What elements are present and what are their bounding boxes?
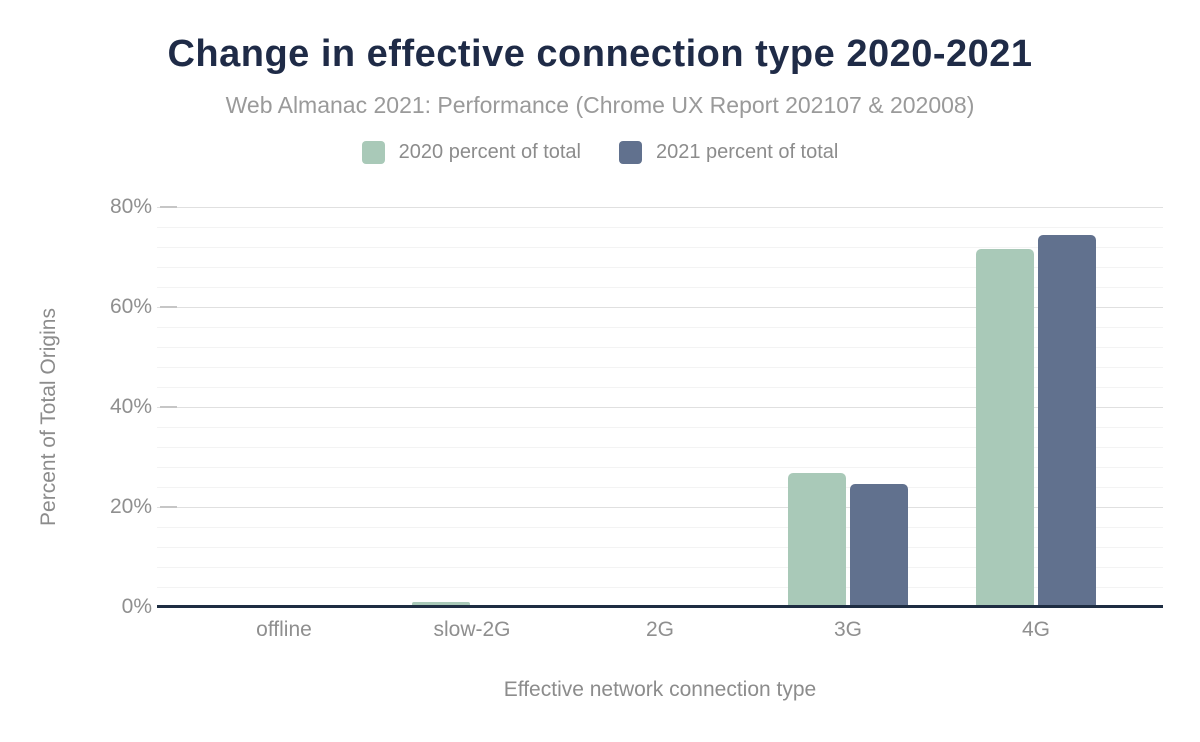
- y-tick-label: 60%: [109, 295, 152, 318]
- bar-group-offline: [190, 207, 378, 607]
- x-tick-label-offline: offline: [256, 618, 312, 641]
- x-tick-label-slow-2G: slow-2G: [433, 618, 511, 641]
- bar-2021-3G[interactable]: [850, 484, 908, 607]
- bar-group-3G: [754, 207, 942, 607]
- legend-label: 2021 percent of total: [656, 141, 839, 163]
- y-axis-title: Percent of Total Origins: [37, 308, 60, 526]
- y-tick-label: 20%: [109, 495, 152, 518]
- x-axis-title: Effective network connection type: [503, 678, 817, 701]
- x-tick-label-4G: 4G: [1021, 618, 1050, 641]
- bar-group-2G: [566, 207, 754, 607]
- gridline-minor: [157, 426, 1163, 428]
- gridline-minor: [157, 526, 1163, 528]
- chart-title: Change in effective connection type 2020…: [167, 33, 1033, 75]
- y-tick-label: 40%: [109, 395, 152, 418]
- gridline-minor: [157, 586, 1163, 588]
- legend-swatch-icon: [619, 141, 642, 164]
- gridline-minor: [157, 366, 1163, 368]
- legend: 2020 percent of total 2021 percent of tot…: [0, 141, 1200, 164]
- gridline-minor: [157, 546, 1163, 548]
- gridline-major: [157, 306, 1163, 308]
- x-tick-label-2G: 2G: [645, 618, 674, 641]
- gridline-minor: [157, 346, 1163, 348]
- x-tick-label-3G: 3G: [833, 618, 862, 641]
- bar-2020-3G[interactable]: [788, 473, 846, 607]
- bar-group-slow-2G: [378, 207, 566, 607]
- bar-2021-4G[interactable]: [1038, 234, 1096, 607]
- bar-2020-slow-2G[interactable]: [412, 602, 470, 607]
- legend-swatch-icon: [361, 141, 385, 164]
- y-tick-label: 80%: [109, 195, 152, 218]
- gridline-minor: [157, 466, 1163, 468]
- bar-groups: [190, 207, 1130, 607]
- gridline-minor: [157, 486, 1163, 488]
- y-tick-mark: [160, 206, 177, 208]
- legend-item-2020: 2020 percent of total: [361, 141, 581, 164]
- gridline-major: [157, 206, 1163, 208]
- gridline-minor: [157, 286, 1163, 288]
- y-tick-mark: [160, 406, 177, 408]
- legend-label: 2020 percent of total: [398, 141, 581, 163]
- gridline-major: [157, 406, 1163, 408]
- chart-subtitle: Web Almanac 2021: Performance (Chrome UX…: [225, 92, 975, 118]
- gridline-minor: [157, 246, 1163, 248]
- bar-group-4G: [942, 207, 1130, 607]
- plot-area: [157, 206, 1163, 608]
- gridline-major: [157, 506, 1163, 508]
- bar-2020-4G[interactable]: [976, 249, 1034, 607]
- gridline-minor: [157, 566, 1163, 568]
- y-tick-mark: [160, 506, 177, 508]
- gridline-minor: [157, 266, 1163, 268]
- y-tick-mark: [160, 306, 177, 308]
- x-axis-line: [157, 605, 1163, 608]
- gridline-minor: [157, 226, 1163, 228]
- gridline-minor: [157, 446, 1163, 448]
- gridline-minor: [157, 326, 1163, 328]
- legend-item-2021: 2021 percent of total: [619, 141, 838, 164]
- y-tick-label: 0%: [121, 595, 152, 618]
- x-axis-tick-labels: offline slow-2G 2G 3G 4G: [190, 618, 1130, 642]
- gridline-minor: [157, 386, 1163, 388]
